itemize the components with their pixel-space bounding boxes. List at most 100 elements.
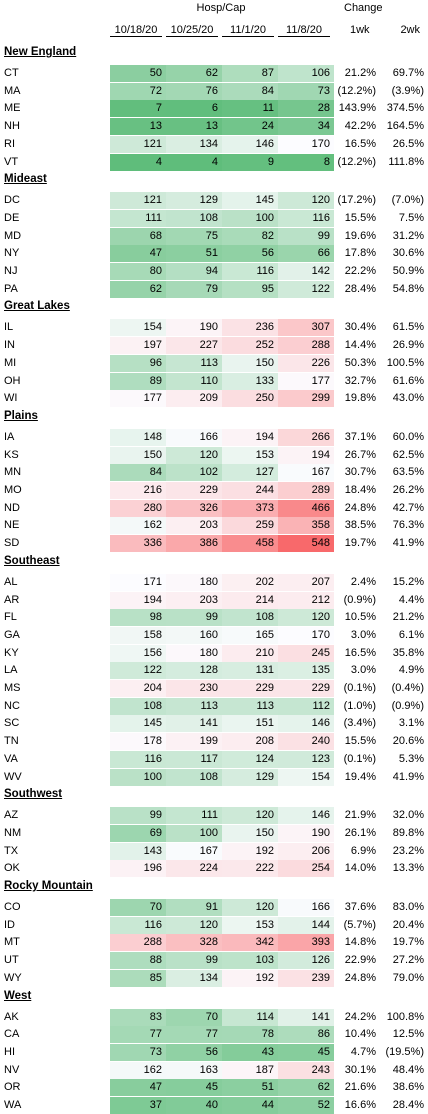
hosp-cap-cell: 328 [166, 934, 222, 952]
hosp-cap-cell: 240 [278, 733, 334, 751]
wk1-header: 1wk [350, 24, 370, 36]
change-1wk-cell: 30.7% [344, 466, 376, 479]
hosp-cap-cell: 34 [278, 118, 334, 136]
hosp-cap-cell: 393 [278, 934, 334, 952]
hosp-cap-cell: 146 [278, 715, 334, 733]
state-code: MD [4, 229, 22, 242]
hosp-cap-cell: 108 [110, 697, 166, 715]
hosp-cap-cell: 24 [222, 118, 278, 136]
change-1wk-cell: (1.0%) [343, 699, 376, 712]
hosp-cap-cell: 28 [278, 100, 334, 118]
hosp-cap-cell: 6 [166, 100, 222, 118]
change-2wk-cell: 26.9% [392, 339, 424, 352]
table-row: ME 7 6 11 28 143.9% 374.5% [0, 100, 428, 118]
state-code: WA [4, 1099, 22, 1111]
region-heading: Great Lakes [4, 300, 70, 313]
change-1wk-cell: 18.4% [344, 484, 376, 496]
hosp-cap-cell: 85 [110, 969, 166, 987]
state-code: NH [4, 120, 20, 133]
change-2wk-cell: (0.9%) [391, 699, 424, 712]
hosp-cap-cell: 73 [278, 82, 334, 100]
hosp-cap-cell: 259 [222, 517, 278, 535]
hosp-cap-cell: 158 [110, 626, 166, 644]
hosp-cap-cell: 187 [222, 1061, 278, 1079]
change-1wk-cell: 4.7% [350, 1045, 376, 1058]
region-heading: Southeast [4, 554, 60, 567]
hosp-cap-cell: 100 [166, 824, 222, 842]
hosp-cap-cell: 70 [110, 899, 166, 916]
hosp-cap-cell: 40 [166, 1097, 222, 1114]
hosp-cap-cell: 194 [278, 446, 334, 464]
change-1wk-cell: 24.8% [344, 971, 376, 984]
hosp-cap-cell: 154 [110, 319, 166, 337]
change-1wk-cell: 28.4% [344, 282, 376, 295]
hosp-cap-cell: 122 [110, 662, 166, 680]
change-2wk-cell: 76.3% [392, 519, 424, 532]
hosp-cap-cell: 171 [110, 573, 166, 591]
hosp-cap-cell: 112 [278, 697, 334, 715]
region-heading: New England [4, 46, 77, 58]
hosp-cap-cell: 51 [222, 1079, 278, 1097]
change-2wk-cell: 4.9% [398, 664, 424, 677]
state-code: NE [4, 519, 20, 532]
hosp-cap-cell: 51 [166, 245, 222, 263]
state-code: TX [4, 844, 19, 857]
hosp-cap-cell: 108 [166, 768, 222, 786]
hosp-cap-cell: 180 [166, 644, 222, 662]
hosp-cap-cell: 45 [166, 1079, 222, 1097]
state-code: DE [4, 211, 20, 224]
table-row: PA 62 79 95 122 28.4% 54.8% [0, 280, 428, 298]
table-row: SD 336 386 458 548 19.7% 41.9% [0, 535, 428, 553]
table-row: TX 143 167 192 206 6.9% 23.2% [0, 842, 428, 860]
hosp-cap-cell: 280 [110, 499, 166, 517]
hosp-cap-cell: 47 [110, 1079, 166, 1097]
hosp-cap-cell: 122 [278, 280, 334, 298]
hosp-cap-cell: 209 [166, 390, 222, 408]
change-2wk-cell: 32.0% [392, 809, 424, 822]
change-2wk-cell: 28.4% [392, 1099, 424, 1111]
hosp-cap-cell: 142 [278, 263, 334, 280]
state-code: TN [4, 735, 19, 748]
change-2wk-cell: 48.4% [392, 1063, 424, 1076]
change-1wk-cell: 3.0% [350, 664, 376, 677]
hosp-cap-cell: 80 [110, 263, 166, 280]
hosp-cap-cell: 141 [166, 715, 222, 733]
table-row: MI 96 113 150 226 50.3% 100.5% [0, 354, 428, 372]
hosp-cap-cell: 190 [166, 319, 222, 337]
hosp-cap-cell: 214 [222, 591, 278, 609]
hosp-cap-cell: 307 [278, 319, 334, 337]
table-row: MO 216 229 244 289 18.4% 26.2% [0, 482, 428, 499]
change-1wk-cell: 16.5% [344, 137, 376, 150]
state-code: MN [4, 466, 22, 479]
state-code: MT [4, 936, 20, 949]
table-row: MT 288 328 342 393 14.8% 19.7% [0, 934, 428, 952]
state-code: MO [4, 484, 22, 496]
hosp-cap-cell: 177 [110, 390, 166, 408]
hosp-cap-cell: 208 [222, 733, 278, 751]
state-code: RI [4, 137, 15, 150]
hosp-cap-cell: 66 [278, 245, 334, 263]
change-1wk-cell: 10.4% [344, 1028, 376, 1041]
hosp-cap-cell: 224 [166, 860, 222, 878]
table-row: NY 47 51 56 66 17.8% 30.6% [0, 245, 428, 263]
hosp-cap-cell: 99 [166, 609, 222, 627]
table-row: DC 121 129 145 120 (17.2%) (7.0%) [0, 192, 428, 210]
change-1wk-cell: 22.9% [344, 954, 376, 967]
hosp-cap-cell: 128 [166, 662, 222, 680]
table-row: HI 73 56 43 45 4.7% (19.5%) [0, 1043, 428, 1061]
table-row: MS 204 230 229 229 (0.1%) (0.4%) [0, 680, 428, 697]
hosp-cap-cell: 129 [166, 192, 222, 210]
table-row: WV 100 108 129 154 19.4% 41.9% [0, 768, 428, 786]
hosp-cap-cell: 203 [166, 591, 222, 609]
table-row: KS 150 120 153 194 26.7% 62.5% [0, 446, 428, 464]
hosp-cap-cell: 96 [110, 354, 166, 372]
state-code: LA [4, 664, 18, 677]
change-2wk-cell: 19.7% [392, 936, 424, 949]
state-code: VA [4, 752, 18, 765]
change-1wk-cell: 22.2% [344, 265, 376, 277]
state-code: AK [4, 1010, 19, 1023]
hosp-cap-cell: 153 [222, 916, 278, 934]
change-1wk-cell: (17.2%) [337, 194, 376, 207]
hosp-cap-cell: 135 [278, 662, 334, 680]
region-heading: Plains [4, 409, 38, 422]
